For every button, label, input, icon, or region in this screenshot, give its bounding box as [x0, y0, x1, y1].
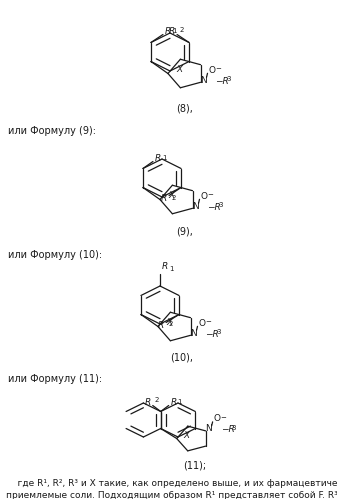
Text: 1: 1 — [162, 155, 166, 161]
Text: N: N — [205, 424, 212, 433]
Text: 3: 3 — [232, 425, 236, 431]
Text: 3: 3 — [216, 329, 221, 335]
Text: −: − — [215, 66, 221, 72]
Text: R: R — [169, 27, 175, 36]
Text: (11);: (11); — [183, 461, 207, 471]
Text: где R¹, R², R³ и X такие, как определено выше, и их фармацевтически: где R¹, R², R³ и X такие, как определено… — [6, 479, 337, 488]
Text: или Формулу (11):: или Формулу (11): — [8, 374, 102, 384]
Text: O: O — [198, 319, 206, 328]
Text: X: X — [176, 65, 182, 74]
Text: O: O — [201, 192, 208, 201]
Text: R: R — [158, 321, 164, 330]
Text: 3: 3 — [226, 76, 231, 82]
Text: (9),: (9), — [177, 227, 193, 237]
Text: 2: 2 — [171, 195, 176, 201]
Text: X: X — [168, 191, 174, 200]
Text: −R: −R — [221, 425, 234, 434]
Text: −R: −R — [215, 77, 229, 86]
Text: R: R — [161, 194, 167, 203]
Text: 2: 2 — [168, 321, 173, 327]
Text: 3: 3 — [218, 202, 223, 208]
Text: −: − — [206, 319, 211, 325]
Text: O: O — [214, 414, 221, 423]
Text: 2: 2 — [179, 26, 183, 32]
Text: 1: 1 — [178, 399, 182, 405]
Text: (10),: (10), — [171, 353, 193, 363]
Text: или Формулу (10):: или Формулу (10): — [8, 250, 102, 260]
Text: −: − — [208, 192, 213, 198]
Text: N: N — [190, 329, 197, 338]
Text: −R: −R — [206, 330, 219, 339]
Text: R: R — [162, 262, 168, 271]
Text: 1: 1 — [172, 27, 177, 33]
Text: −R: −R — [208, 203, 221, 212]
Text: O: O — [209, 66, 215, 75]
Text: R: R — [165, 27, 171, 36]
Text: −: − — [221, 415, 226, 421]
Text: X: X — [166, 318, 172, 327]
Text: 2: 2 — [155, 398, 159, 404]
Text: X: X — [184, 431, 190, 440]
Text: R: R — [155, 154, 161, 163]
Text: или Формулу (9):: или Формулу (9): — [8, 126, 96, 136]
Text: R: R — [171, 398, 177, 407]
Text: приемлемые соли. Подходящим образом R¹ представляет собой F. R³ может: приемлемые соли. Подходящим образом R¹ п… — [6, 491, 337, 499]
Text: (8),: (8), — [177, 103, 193, 113]
Text: 1: 1 — [169, 266, 174, 272]
Text: R: R — [145, 398, 151, 407]
Text: N: N — [192, 202, 199, 211]
Text: N: N — [200, 76, 207, 85]
